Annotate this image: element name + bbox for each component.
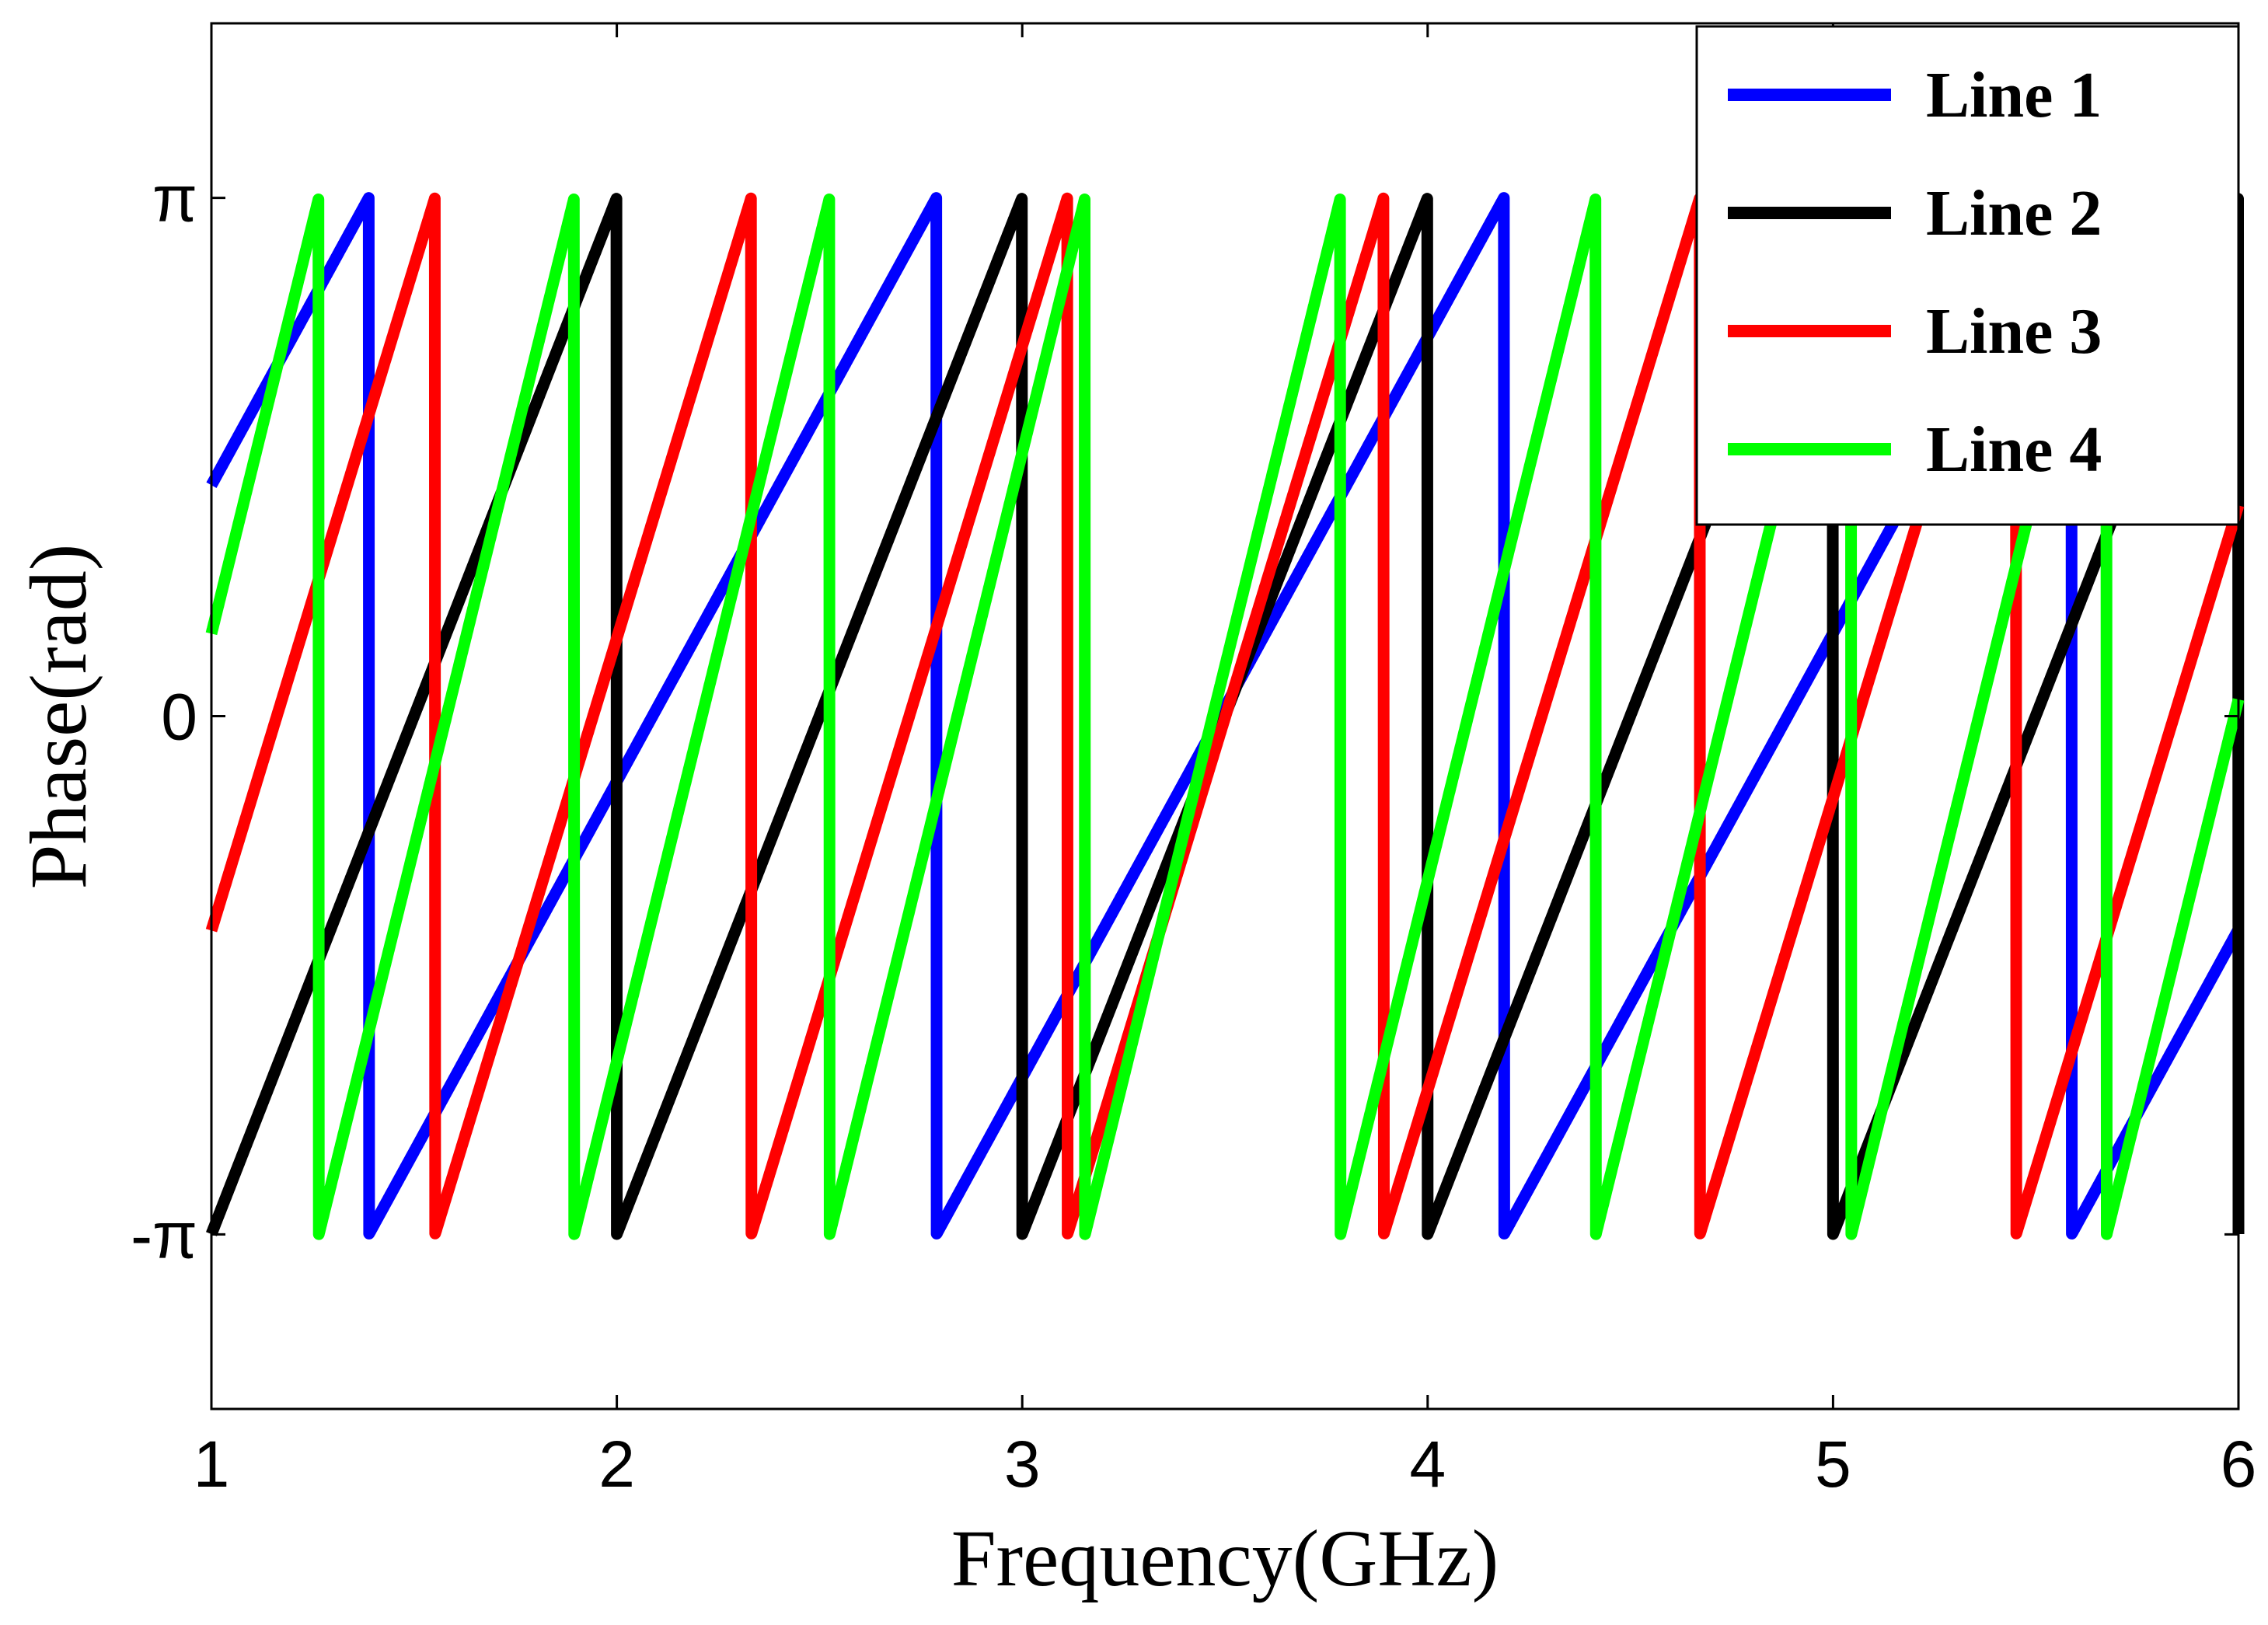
y-tick-label: π: [152, 162, 197, 235]
x-axis-ticks: 1 2 3 4 5 6: [194, 23, 2257, 1501]
legend-label: Line 1: [1926, 59, 2102, 131]
legend-box: [1695, 25, 2240, 526]
x-tick-label: 3: [1004, 1428, 1041, 1501]
legend: Line 1 Line 2 Line 3 Line 4: [1695, 25, 2240, 526]
series-line-3: [205, 192, 2245, 1240]
legend-label: Line 3: [1926, 295, 2102, 368]
x-tick-label: 2: [598, 1428, 635, 1501]
y-tick-label: 0: [161, 681, 197, 754]
x-axis-title: Frequency(GHz): [951, 1514, 1499, 1603]
y-tick-label: -π: [131, 1198, 197, 1271]
legend-label: Line 4: [1926, 413, 2102, 486]
x-tick-label: 4: [1409, 1428, 1446, 1501]
y-axis-title: Phase(rad): [14, 544, 103, 890]
series-line-4: [205, 194, 2245, 1240]
x-tick-label: 1: [194, 1428, 230, 1501]
x-tick-label: 6: [2221, 1428, 2257, 1501]
legend-label: Line 2: [1926, 177, 2102, 249]
x-tick-label: 5: [1815, 1428, 1851, 1501]
y-axis-ticks: -π 0 π: [131, 162, 2238, 1271]
